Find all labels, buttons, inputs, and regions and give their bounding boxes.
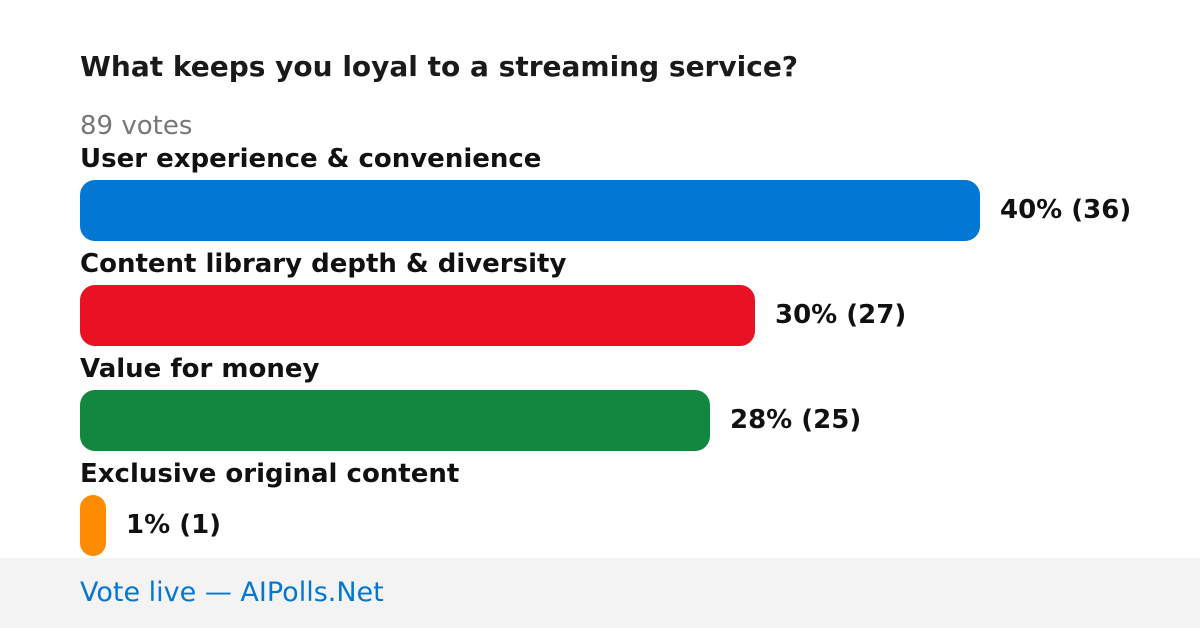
poll-option: Content library depth & diversity 30% (27… [80,248,1180,358]
option-value-label: 40% (36) [1000,195,1132,225]
option-label: Content library depth & diversity [80,249,567,279]
option-bar [80,285,755,346]
option-bar [80,180,980,241]
poll-option: Value for money 28% (25) [80,353,1180,463]
option-label: Exclusive original content [80,459,460,489]
vote-count: 89 votes [80,111,193,141]
option-label: Value for money [80,354,320,384]
footer: Vote live — AIPolls.Net [0,558,1200,628]
vote-live-link[interactable]: Vote live — AIPolls.Net [80,577,384,608]
option-value-label: 28% (25) [730,405,862,435]
option-value-label: 1% (1) [126,510,222,540]
poll-option: Exclusive original content 1% (1) [80,458,1180,568]
option-bar [80,495,106,556]
option-label: User experience & convenience [80,144,542,174]
poll-question: What keeps you loyal to a streaming serv… [80,50,799,83]
option-value-label: 30% (27) [775,300,907,330]
option-bar [80,390,710,451]
poll-option: User experience & convenience 40% (36) [80,143,1180,253]
